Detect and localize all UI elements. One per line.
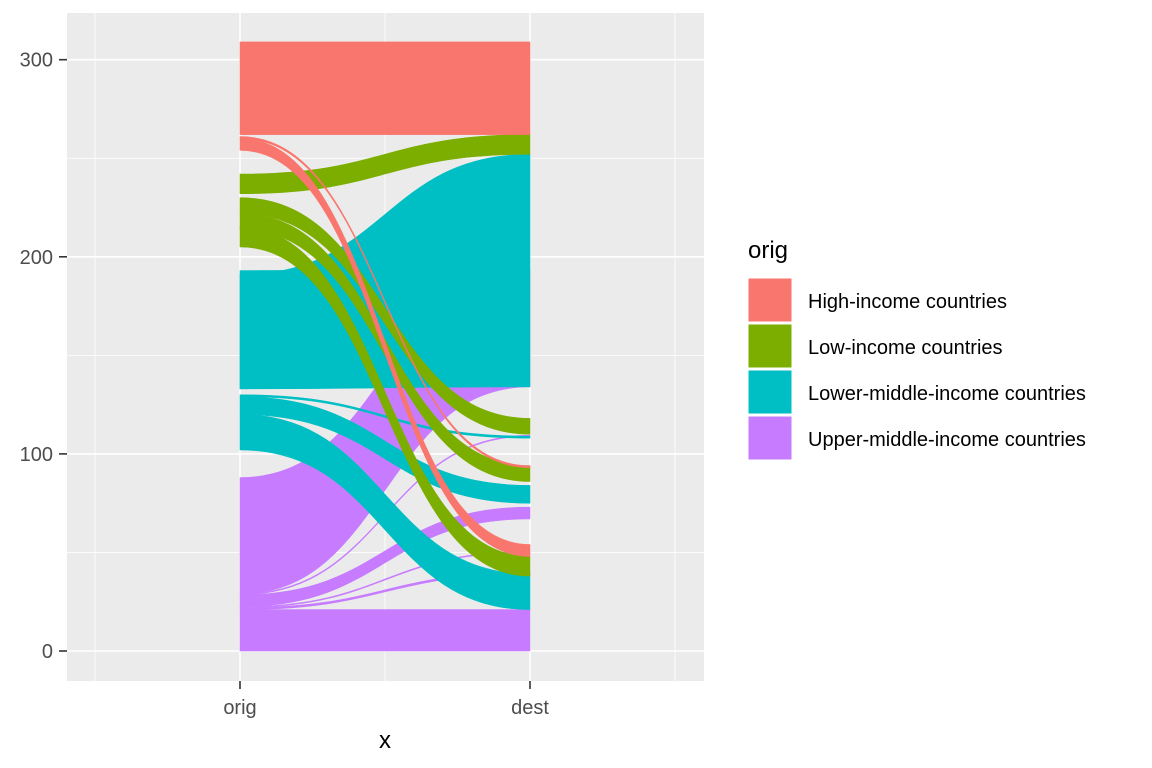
flow-ribbon: [239, 394, 531, 439]
legend-label: Lower-middle-income countries: [808, 383, 1086, 405]
x-tick-label: orig: [223, 697, 256, 719]
y-tick-label: 100: [20, 444, 53, 466]
legend-key: [747, 415, 793, 461]
flows: [239, 41, 531, 652]
flow-ribbon: [239, 506, 531, 607]
flow-ribbon: [239, 414, 531, 610]
flow-ribbon: [239, 396, 531, 504]
legend-key: [747, 277, 793, 323]
legend-label: Low-income countries: [808, 337, 1003, 359]
flow-ribbon: [239, 138, 531, 557]
legend-key: [747, 323, 793, 369]
legend-label: High-income countries: [808, 291, 1007, 313]
legend-title: orig: [748, 237, 788, 264]
flow-ribbon: [239, 609, 531, 652]
legend-key: [747, 369, 793, 415]
y-tick-label: 0: [42, 641, 53, 663]
x-tick-label: dest: [511, 697, 549, 719]
y-tick-label: 300: [20, 50, 53, 72]
tick-labels: 0 100 200 300 orig dest: [20, 50, 550, 719]
y-tick-label: 200: [20, 247, 53, 269]
axis-ticks: [59, 58, 531, 689]
x-axis-title: x: [379, 727, 391, 754]
legend-label: Upper-middle-income countries: [808, 429, 1086, 451]
flow-ribbon: [239, 134, 531, 195]
legend: orig High-income countries Low-income cou…: [747, 237, 1086, 461]
flow-ribbon: [239, 136, 531, 468]
flow-ribbon: [239, 41, 531, 135]
flow-ribbon: [239, 226, 531, 577]
